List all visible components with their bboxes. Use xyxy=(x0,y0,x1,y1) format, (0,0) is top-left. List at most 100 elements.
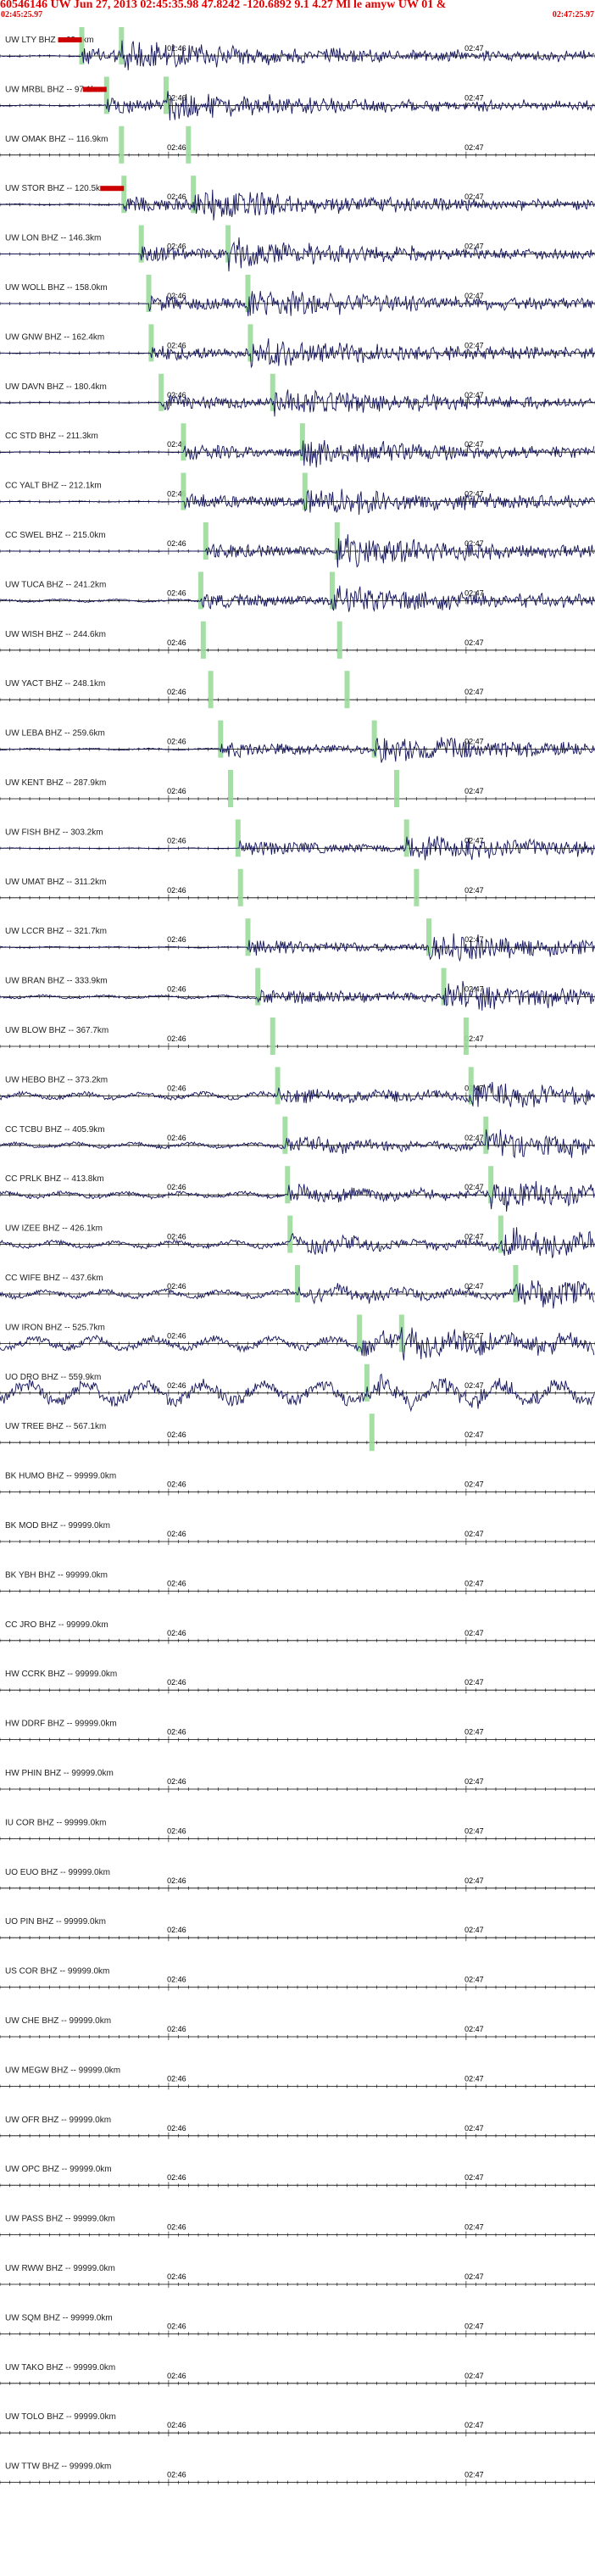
tick-label: 02:46 xyxy=(167,1282,186,1291)
waveform-trace xyxy=(0,1373,595,1413)
tick-label: 02:46 xyxy=(167,1777,186,1786)
tick-label: 02:46 xyxy=(167,2272,186,2281)
tick-label: 02:47 xyxy=(464,1777,484,1786)
tick-label: 02:47 xyxy=(464,1233,484,1241)
tick-label: 02:47 xyxy=(464,1728,484,1737)
waveform-trace xyxy=(0,1227,595,1258)
channel-label: UW TAKO BHZ -- 99999.0km xyxy=(5,2363,115,2372)
channel-label: UW KENT BHZ -- 287.9km xyxy=(5,778,106,788)
tick-label: 02:47 xyxy=(464,1876,484,1885)
channel-label: BK HUMO BHZ -- 99999.0km xyxy=(5,1472,116,1481)
tick-label: 02:47 xyxy=(464,2173,484,2182)
tick-label: 02:46 xyxy=(167,292,186,300)
channel-label: BK MOD BHZ -- 99999.0km xyxy=(5,1521,110,1531)
tick-label: 02:46 xyxy=(167,192,186,201)
waveform-trace xyxy=(0,534,595,568)
tick-label: 02:47 xyxy=(464,935,484,944)
tick-label: 02:46 xyxy=(167,2322,186,2330)
channel-label: UW LON BHZ -- 146.3km xyxy=(5,234,101,243)
tick-label: 02:46 xyxy=(167,1430,186,1439)
tick-label: 02:46 xyxy=(167,1381,186,1390)
s-pick-marker xyxy=(247,324,253,362)
p-pick-marker xyxy=(237,868,243,906)
tick-label: 02:47 xyxy=(464,588,484,597)
p-pick-marker xyxy=(285,1166,291,1204)
channel-label: UW WOLL BHZ -- 158.0km xyxy=(5,283,108,293)
channel-label: UO PIN BHZ -- 99999.0km xyxy=(5,1917,106,1926)
channel-label: UO DRO BHZ -- 559.9km xyxy=(5,1373,101,1382)
s-pick-marker xyxy=(488,1166,494,1204)
tick-label: 02:46 xyxy=(167,2223,186,2232)
tick-label: 02:46 xyxy=(167,341,186,349)
channel-label: BK YBH BHZ -- 99999.0km xyxy=(5,1570,108,1580)
p-pick-marker xyxy=(197,572,203,610)
tick-label: 02:47 xyxy=(464,1579,484,1587)
channel-label: UW TREE BHZ -- 567.1km xyxy=(5,1422,106,1431)
tick-label: 02:47 xyxy=(464,2025,484,2033)
tick-label: 02:46 xyxy=(167,2124,186,2133)
tick-label: 02:46 xyxy=(167,1331,186,1340)
tick-label: 02:47 xyxy=(464,2074,484,2083)
tick-label: 02:47 xyxy=(464,391,484,399)
channel-label: US COR BHZ -- 99999.0km xyxy=(5,1967,109,1977)
channel-label: UW WISH BHZ -- 244.6km xyxy=(5,630,106,639)
tick-label: 02:46 xyxy=(167,1678,186,1687)
tick-label: 02:46 xyxy=(167,2471,186,2479)
tick-label: 02:46 xyxy=(167,836,186,845)
tick-label: 02:46 xyxy=(167,1876,186,1885)
tick-label: 02:46 xyxy=(167,1926,186,1934)
p-pick-marker xyxy=(369,1413,375,1452)
s-pick-marker xyxy=(426,918,432,956)
channel-label: CC YALT BHZ -- 212.1km xyxy=(5,482,102,491)
tick-label: 02:47 xyxy=(464,738,484,746)
p-pick-marker xyxy=(270,1018,275,1055)
tick-label: 02:46 xyxy=(167,1530,186,1538)
p-pick-marker xyxy=(119,125,125,164)
tick-label: 02:47 xyxy=(464,638,484,647)
tick-label: 02:47 xyxy=(464,2124,484,2133)
s-pick-marker xyxy=(513,1265,519,1302)
channel-label: UW YACT BHZ -- 248.1km xyxy=(5,679,105,689)
tick-label: 02:47 xyxy=(464,2223,484,2232)
start-time-label: 02:45:25.97 xyxy=(1,10,43,20)
p-pick-marker xyxy=(364,1363,370,1402)
tick-label: 02:46 xyxy=(167,886,186,895)
s-pick-marker xyxy=(225,225,231,263)
channel-label: UW STOR BHZ -- 120.5km xyxy=(5,184,107,193)
s-pick-marker xyxy=(299,423,305,461)
p-pick-marker xyxy=(218,720,224,758)
p-pick-marker xyxy=(121,176,127,214)
channel-label: CC JRO BHZ -- 99999.0km xyxy=(5,1620,108,1630)
tick-label: 02:47 xyxy=(464,490,484,499)
tick-label: 02:47 xyxy=(464,688,484,696)
tick-label: 02:46 xyxy=(167,985,186,994)
s-pick-marker xyxy=(245,275,251,312)
tick-label: 02:46 xyxy=(167,1826,186,1835)
tick-label: 02:46 xyxy=(167,588,186,597)
channel-label: UW LTY BHZ -- 63.4km xyxy=(5,36,94,45)
tick-label: 02:47 xyxy=(464,2272,484,2281)
channel-label: UW CHE BHZ -- 99999.0km xyxy=(5,2016,111,2026)
tick-label: 02:46 xyxy=(167,1480,186,1489)
s-pick-marker xyxy=(186,125,192,164)
waveform-trace xyxy=(0,585,595,612)
waveform-trace xyxy=(0,291,595,317)
waveform-trace xyxy=(0,737,595,763)
p-pick-marker xyxy=(275,1067,281,1105)
tick-label: 02:47 xyxy=(464,440,484,449)
event-title: 60546146 UW Jun 27, 2013 02:45:35.98 47.… xyxy=(0,0,447,10)
tick-label: 02:46 xyxy=(167,738,186,746)
p-pick-marker xyxy=(200,621,206,659)
channel-label: HW PHIN BHZ -- 99999.0km xyxy=(5,1769,114,1778)
channel-label: CC TCBU BHZ -- 405.9km xyxy=(5,1125,105,1135)
s-pick-marker xyxy=(463,1018,469,1055)
tick-label: 02:47 xyxy=(464,2471,484,2479)
p-pick-marker xyxy=(282,1116,288,1154)
tick-label: 02:46 xyxy=(167,2372,186,2380)
tick-label: 02:47 xyxy=(464,1826,484,1835)
p-pick-marker xyxy=(208,671,214,709)
s-pick-marker xyxy=(468,1067,474,1105)
s-pick-marker xyxy=(441,967,447,1006)
tick-label: 02:47 xyxy=(464,1331,484,1340)
p-pick-marker xyxy=(255,967,261,1006)
